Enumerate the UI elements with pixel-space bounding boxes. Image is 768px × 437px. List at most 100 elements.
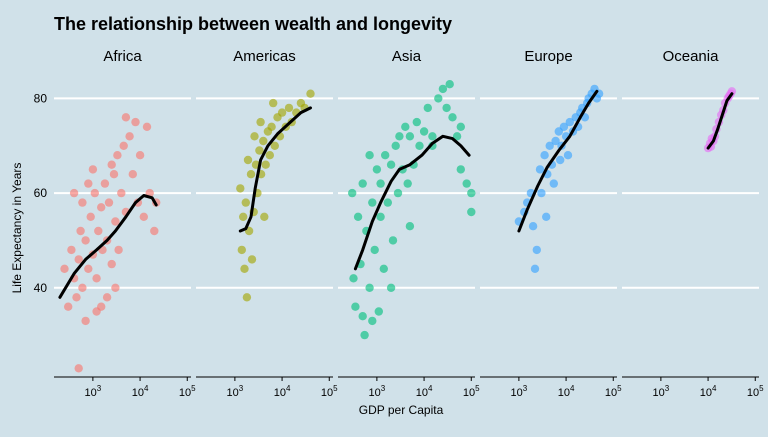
data-point: [395, 132, 404, 141]
data-point: [260, 212, 269, 221]
data-point: [128, 170, 137, 179]
data-point: [349, 274, 358, 283]
data-point: [237, 245, 246, 255]
data-point: [270, 141, 279, 150]
data-point: [67, 245, 76, 255]
x-tick-label-100000: 105: [179, 384, 196, 399]
x-tick-label-1000: 103: [511, 384, 528, 399]
data-point: [267, 122, 276, 131]
data-point: [114, 245, 123, 255]
x-tick-label-10000: 104: [558, 384, 575, 399]
panel-title-americas: Americas: [233, 48, 296, 65]
x-axis-label: GDP per Capita: [359, 403, 444, 417]
data-point: [113, 151, 122, 160]
data-point: [239, 212, 248, 221]
data-point: [74, 255, 83, 264]
y-tick-label-80: 80: [34, 91, 48, 105]
data-point: [135, 151, 145, 160]
data-point: [386, 160, 396, 169]
chart-title: The relationship between wealth and long…: [54, 14, 452, 34]
data-point: [107, 259, 116, 269]
data-point: [269, 98, 278, 108]
panel-title-europe: Europe: [524, 48, 572, 65]
data-point: [559, 122, 569, 131]
data-point: [467, 207, 476, 217]
data-point: [121, 113, 131, 122]
panel-title-africa: Africa: [103, 48, 142, 65]
data-point: [549, 179, 558, 188]
data-point: [401, 122, 410, 131]
y-axis-ticks: 40 60 80: [34, 91, 48, 294]
data-point: [111, 217, 120, 226]
panel-asia: Asia 103 104 105: [338, 48, 480, 399]
data-point: [81, 316, 90, 326]
x-tick-label-1000: 103: [85, 384, 102, 399]
x-tick-label-1000: 103: [653, 384, 670, 399]
data-point: [556, 155, 565, 165]
y-axis-label: Life Expectancy in Years: [10, 163, 24, 294]
data-point: [428, 132, 437, 141]
data-point: [365, 151, 374, 160]
data-point: [150, 226, 159, 236]
data-point: [306, 89, 315, 98]
data-point: [442, 103, 451, 113]
data-point: [250, 132, 259, 141]
data-point: [125, 132, 134, 141]
x-tick-label-1000: 103: [227, 384, 244, 399]
data-point: [109, 170, 119, 179]
data-point: [445, 80, 454, 89]
data-point: [434, 94, 443, 103]
data-point: [379, 264, 388, 273]
data-point: [403, 179, 412, 188]
panels-group: Africa 103 104 105 Americas 103 104 105 Asia 103 1…: [54, 48, 764, 399]
data-point: [467, 188, 476, 198]
data-point: [535, 165, 545, 174]
data-point: [86, 212, 95, 221]
data-point: [259, 136, 268, 146]
x-tick-label-100000: 105: [605, 384, 622, 399]
x-tick-label-1000: 103: [369, 384, 386, 399]
x-tick-label-10000: 104: [416, 384, 433, 399]
panel-title-asia: Asia: [392, 48, 422, 65]
y-tick-label-40: 40: [34, 281, 48, 295]
data-point: [242, 293, 252, 302]
x-tick-label-100000: 105: [463, 384, 480, 399]
data-point: [365, 283, 374, 292]
data-point: [240, 264, 249, 273]
data-point: [405, 132, 415, 141]
data-point: [142, 122, 152, 131]
data-point: [386, 283, 396, 292]
data-point: [351, 302, 360, 311]
data-point: [368, 316, 377, 326]
data-point: [376, 179, 385, 188]
trend-line-americas: [238, 106, 312, 233]
data-point: [90, 188, 100, 198]
data-point: [111, 283, 120, 292]
data-point: [100, 179, 110, 188]
data-point: [131, 117, 140, 127]
x-tick-label-10000: 104: [132, 384, 149, 399]
data-point: [139, 212, 148, 221]
data-point: [243, 155, 253, 165]
data-point: [246, 170, 256, 179]
panel-europe: Europe 103 104 105: [480, 48, 622, 399]
x-tick-label-10000: 104: [274, 384, 291, 399]
data-point: [76, 226, 85, 236]
x-tick-label-100000: 105: [321, 384, 338, 399]
trend-line-oceania: [706, 92, 734, 150]
data-point: [563, 151, 573, 160]
data-point: [374, 307, 383, 316]
data-point: [542, 212, 551, 221]
data-point: [102, 293, 112, 302]
data-point: [117, 188, 126, 198]
data-point: [383, 198, 392, 207]
panel-title-oceania: Oceania: [663, 48, 720, 65]
panel-americas: Americas 103 104 105: [196, 48, 338, 399]
data-point: [84, 179, 93, 188]
data-point: [60, 264, 69, 273]
data-point: [551, 136, 560, 146]
data-point: [358, 312, 367, 321]
data-point: [81, 236, 90, 245]
